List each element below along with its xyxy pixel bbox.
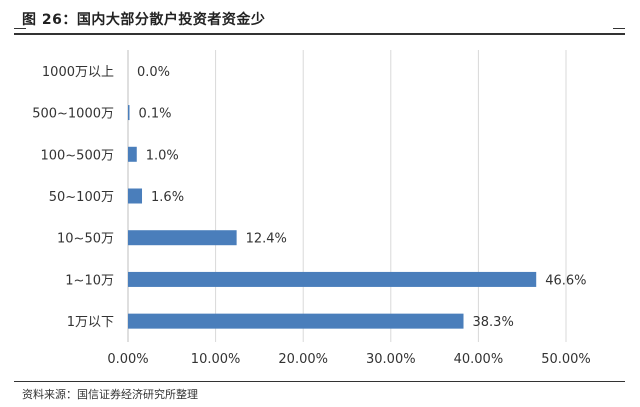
category-label: 10~50万 bbox=[57, 232, 114, 247]
data-label: 1.6% bbox=[151, 190, 184, 205]
data-label: 0.1% bbox=[139, 107, 172, 122]
category-label: 1000万以上 bbox=[42, 65, 114, 80]
bar bbox=[128, 105, 130, 121]
data-label: 38.3% bbox=[473, 315, 514, 330]
x-tick-label: 10.00% bbox=[191, 352, 241, 367]
category-label: 1万以下 bbox=[67, 315, 114, 330]
bars bbox=[128, 105, 537, 329]
x-tick-label: 40.00% bbox=[454, 352, 504, 367]
data-labels: 0.0% 0.1% 1.0% 1.6% 12.4% 46.6% 38.3% bbox=[137, 65, 587, 330]
bar bbox=[128, 146, 137, 162]
source-note: 资料来源：国信证券经济研究所整理 bbox=[22, 388, 198, 401]
category-label: 500~1000万 bbox=[32, 107, 114, 122]
x-tick-labels: 0.00% 10.00% 20.00% 30.00% 40.00% 50.00% bbox=[107, 352, 590, 367]
x-tick-label: 50.00% bbox=[541, 352, 591, 367]
bar bbox=[128, 313, 464, 329]
category-label: 1~10万 bbox=[65, 273, 114, 288]
x-tick-label: 20.00% bbox=[278, 352, 328, 367]
title-rule bbox=[14, 33, 625, 35]
source-rule bbox=[14, 381, 625, 382]
title-corner-mark-left bbox=[14, 28, 26, 29]
bar bbox=[128, 230, 237, 246]
grid-lines bbox=[127, 50, 567, 342]
category-label: 100~500万 bbox=[40, 148, 114, 163]
data-label: 12.4% bbox=[246, 232, 287, 247]
bar bbox=[128, 188, 143, 204]
bar bbox=[128, 271, 537, 287]
category-label: 50~100万 bbox=[49, 190, 114, 205]
x-tick-label: 0.00% bbox=[107, 352, 148, 367]
x-tick-label: 30.00% bbox=[366, 352, 416, 367]
figure-title: 图 26：国内大部分散户投资者资金少 bbox=[22, 12, 266, 28]
data-label: 46.6% bbox=[545, 273, 586, 288]
data-label: 0.0% bbox=[137, 65, 170, 80]
title-corner-mark-right bbox=[613, 28, 625, 29]
data-label: 1.0% bbox=[146, 148, 179, 163]
category-labels: 1000万以上 500~1000万 100~500万 50~100万 10~50万 1~1… bbox=[32, 65, 114, 330]
